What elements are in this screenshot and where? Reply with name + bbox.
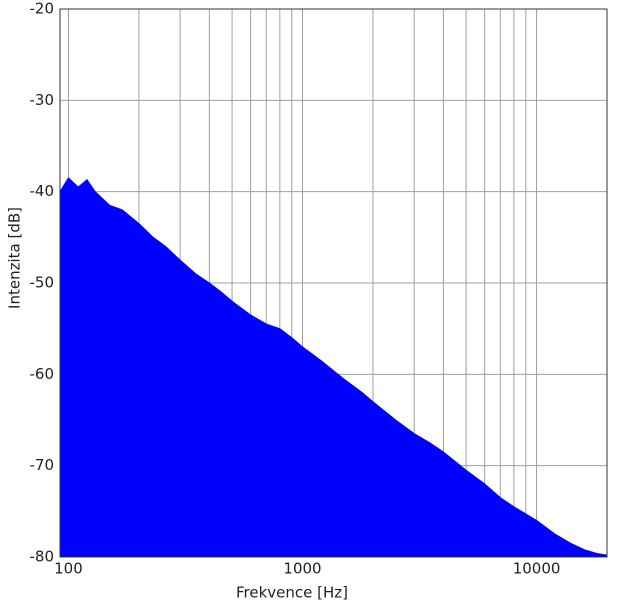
plot-frame bbox=[59, 8, 608, 558]
y-tick-label: -60 bbox=[30, 365, 55, 383]
y-tick-label: -20 bbox=[30, 0, 55, 18]
x-tick-label: 1000 bbox=[283, 560, 321, 578]
y-tick-label: -40 bbox=[30, 182, 55, 200]
x-axis-label: Frekvence [Hz] bbox=[236, 584, 348, 602]
x-tick-label: 100 bbox=[54, 560, 83, 578]
x-tick-label: 10000 bbox=[513, 560, 561, 578]
area bbox=[59, 177, 608, 558]
y-tick-label: -50 bbox=[30, 274, 55, 292]
y-tick-label: -30 bbox=[30, 91, 55, 109]
y-tick-label: -80 bbox=[30, 548, 55, 566]
y-tick-label: -70 bbox=[30, 456, 55, 474]
y-axis-label: Intenzita [dB] bbox=[6, 207, 24, 309]
